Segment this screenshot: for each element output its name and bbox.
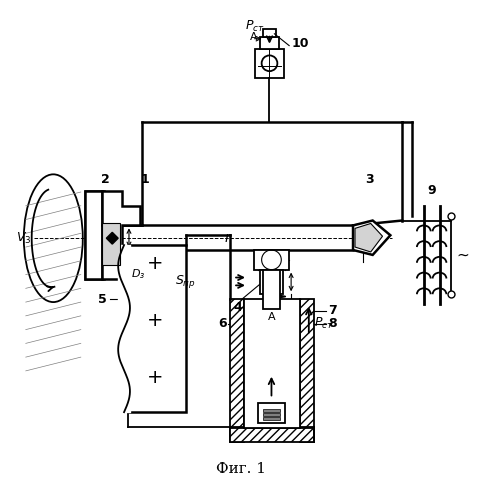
- Bar: [230, 428, 314, 442]
- Text: +: +: [147, 368, 164, 388]
- Text: $P_{ст}$: $P_{ст}$: [314, 316, 334, 332]
- Text: $P_{ст}$: $P_{ст}$: [245, 20, 265, 34]
- Text: +: +: [147, 254, 164, 274]
- Text: 9: 9: [428, 184, 436, 197]
- Text: 4: 4: [234, 301, 242, 314]
- Text: $P_{им}$: $P_{им}$: [263, 404, 284, 418]
- Text: 3: 3: [365, 173, 374, 186]
- Bar: [263, 29, 276, 37]
- Bar: [260, 270, 283, 294]
- Text: +: +: [147, 312, 164, 330]
- Bar: [128, 245, 186, 412]
- Text: 6: 6: [218, 317, 227, 330]
- Text: 2: 2: [101, 173, 110, 186]
- Bar: [258, 404, 285, 423]
- Text: 8: 8: [328, 317, 337, 330]
- Bar: [300, 299, 314, 442]
- Text: $V_3$: $V_3$: [16, 230, 31, 246]
- Text: Фиг. 1: Фиг. 1: [216, 462, 266, 476]
- Bar: [230, 299, 244, 442]
- Bar: [103, 226, 353, 250]
- Text: 7: 7: [328, 304, 337, 318]
- Bar: [85, 191, 105, 280]
- Bar: [263, 270, 281, 309]
- Text: $S_{пр}$: $S_{пр}$: [175, 273, 196, 290]
- Bar: [85, 191, 103, 280]
- Text: 5: 5: [98, 292, 107, 306]
- Polygon shape: [355, 224, 383, 252]
- Text: 1: 1: [140, 173, 149, 186]
- Polygon shape: [107, 232, 118, 244]
- Bar: [263, 409, 281, 412]
- Text: ~: ~: [456, 248, 469, 262]
- Text: $D_з$: $D_з$: [131, 268, 145, 281]
- Bar: [244, 299, 300, 428]
- Text: D: D: [366, 233, 373, 243]
- Bar: [264, 284, 280, 294]
- Bar: [260, 37, 280, 48]
- Bar: [254, 250, 289, 270]
- Bar: [263, 417, 281, 420]
- Text: A: A: [268, 312, 275, 322]
- Polygon shape: [103, 191, 140, 280]
- Text: 10: 10: [291, 37, 308, 50]
- Bar: [103, 224, 120, 264]
- Text: r: r: [224, 231, 230, 245]
- Polygon shape: [353, 220, 390, 255]
- Bar: [263, 413, 281, 416]
- Text: A: A: [250, 32, 258, 42]
- Bar: [255, 48, 284, 78]
